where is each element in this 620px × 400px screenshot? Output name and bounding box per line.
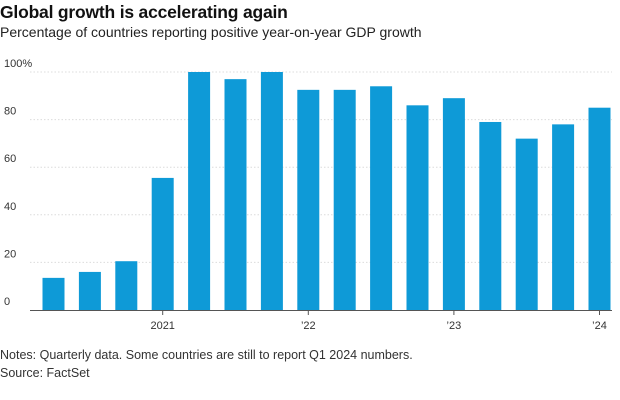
bar-chart: 0 20 40 60 80 100% 2021 ’22 ’23 ’24 [4,58,612,332]
bar [42,277,65,310]
y-tick-label: 0 [4,296,10,308]
bar [442,98,465,311]
bar [479,121,502,310]
bar [260,72,283,310]
x-tick-label: ’23 [447,320,462,332]
bar [115,261,138,310]
chart-subtitle: Percentage of countries reporting positi… [0,24,422,40]
chart-footer: Notes: Quarterly data. Some countries ar… [0,346,413,382]
y-tick-label: 20 [4,248,16,260]
bar [515,138,538,310]
bar [188,72,211,310]
grid-lines [30,71,612,263]
bar [297,89,320,310]
bar [370,86,393,310]
bar [151,177,174,310]
x-axis-ticks: 2021 ’22 ’23 ’24 [30,310,612,332]
bar [552,124,575,310]
bar [78,271,101,310]
bar [588,107,611,310]
source-text: Source: FactSet [0,366,90,380]
bar [333,89,356,310]
chart-title: Global growth is accelerating again [0,2,288,22]
x-tick-label: ’22 [301,320,316,332]
y-tick-label: 80 [4,106,16,118]
y-tick-label: 100% [4,58,32,70]
y-tick-label: 40 [4,201,16,213]
y-axis-ticks: 0 20 40 60 80 100% [4,58,32,308]
x-tick-label: ’24 [592,320,607,332]
y-tick-label: 60 [4,153,16,165]
bar [406,105,429,310]
notes-text: Notes: Quarterly data. Some countries ar… [0,348,413,362]
bar [224,79,247,310]
x-tick-label: 2021 [150,320,174,332]
bars [42,72,611,311]
